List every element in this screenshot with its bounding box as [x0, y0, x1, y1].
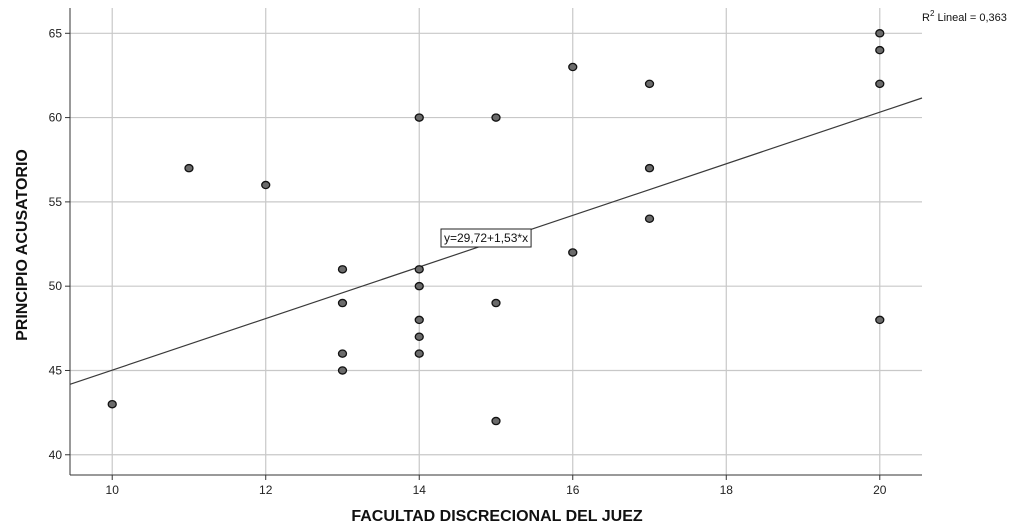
scatter-point — [414, 349, 424, 358]
scatter-point — [568, 248, 578, 257]
r-squared-label: R2 Lineal = 0,363 — [922, 9, 1007, 24]
scatter-point — [414, 281, 424, 291]
x-tick-label: 14 — [413, 483, 427, 497]
tick-labels: 10 12 14 16 18 20 40 45 50 55 60 65 — [49, 26, 887, 497]
scatter-point — [261, 180, 271, 190]
scatter-point — [184, 163, 194, 173]
scatter-point — [568, 62, 578, 72]
fit-equation-frame — [440, 228, 532, 248]
x-tick-label: 12 — [259, 483, 273, 497]
scatter-point — [875, 45, 885, 55]
y-tick-label: 45 — [49, 363, 63, 377]
y-tick-label: 65 — [49, 26, 63, 40]
scatter-point — [491, 416, 501, 426]
scatter-point — [875, 79, 885, 89]
y-tick-label: 50 — [49, 279, 63, 293]
axes — [65, 8, 922, 480]
y-tick-label: 40 — [49, 448, 63, 462]
scatter-point — [491, 113, 501, 122]
fit-equation-box: y=29,72+1,53*x — [440, 228, 532, 248]
scatter-point — [414, 332, 424, 342]
scatter-point — [414, 113, 424, 122]
x-axis-title: FACULTAD DISCRECIONAL DEL JUEZ — [351, 508, 643, 525]
scatter-point — [644, 214, 655, 223]
x-tick-label: 10 — [106, 483, 120, 497]
y-tick-label: 60 — [49, 111, 63, 125]
x-tick-label: 18 — [720, 483, 734, 497]
scatter-point — [337, 366, 348, 375]
y-axis-title: PRINCIPIO ACUSATORIO — [14, 149, 31, 341]
x-tick-label: 20 — [873, 483, 887, 497]
r-squared-superscript: 2 — [930, 9, 935, 18]
scatter-point — [107, 399, 117, 409]
x-tick-label: 16 — [566, 483, 580, 497]
fit-equation-label: y=29,72+1,53*x — [444, 231, 528, 245]
scatter-point — [414, 265, 424, 274]
scatter-point — [875, 29, 885, 38]
r-squared-prefix: R — [922, 12, 930, 24]
data-points — [107, 29, 885, 426]
r-squared-value: Lineal = 0,363 — [934, 12, 1006, 24]
scatter-point — [337, 265, 348, 274]
y-tick-label: 55 — [49, 195, 63, 209]
scatter-point — [644, 163, 655, 173]
scatter-point — [337, 298, 348, 308]
scatter-point — [414, 315, 424, 325]
scatter-point — [337, 349, 348, 358]
scatter-point — [875, 315, 885, 325]
scatter-point — [491, 298, 501, 308]
scatter-point — [644, 79, 655, 89]
